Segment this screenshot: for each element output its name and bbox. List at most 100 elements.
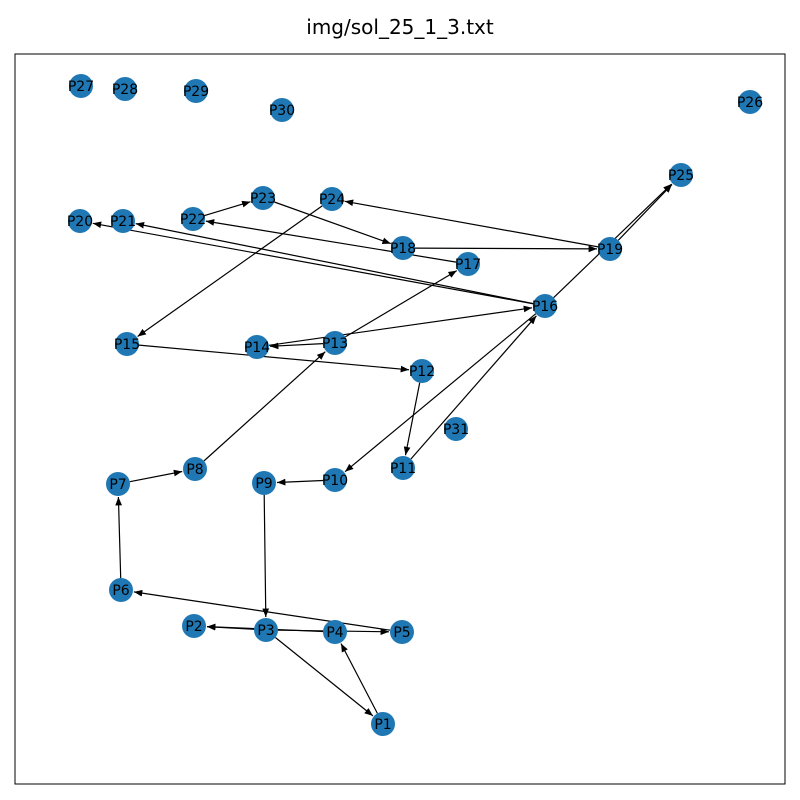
node-circle	[113, 77, 137, 101]
node-p23: P23	[250, 186, 276, 210]
node-circle	[182, 614, 206, 638]
node-circle	[410, 359, 434, 383]
edge-p9-p3	[262, 494, 270, 618]
node-circle	[270, 98, 294, 122]
node-label: P27	[68, 79, 94, 95]
node-p29: P29	[183, 79, 209, 103]
node-p27: P27	[68, 74, 94, 98]
edge-p14-p16	[268, 305, 533, 346]
node-label: P7	[109, 477, 126, 493]
node-circle	[181, 207, 205, 231]
node-circle	[456, 252, 480, 276]
node-label: P19	[597, 242, 623, 258]
node-circle	[323, 331, 347, 355]
node-label: P5	[393, 625, 410, 641]
node-label: P29	[183, 84, 209, 100]
node-p26: P26	[737, 90, 763, 114]
node-label: P3	[257, 623, 274, 639]
node-label: P31	[443, 422, 469, 438]
node-label: P28	[112, 82, 138, 98]
node-circle	[323, 468, 347, 492]
node-p9: P9	[252, 471, 276, 495]
node-p21: P21	[110, 209, 136, 233]
node-p5: P5	[390, 620, 414, 644]
node-p12: P12	[409, 359, 435, 383]
node-circle	[738, 90, 762, 114]
plot-frame	[14, 53, 786, 785]
node-circle	[320, 187, 344, 211]
node-p8: P8	[183, 457, 207, 481]
node-p13: P13	[322, 331, 348, 355]
node-p18: P18	[390, 236, 416, 260]
node-p3: P3	[254, 618, 278, 642]
node-p1: P1	[371, 712, 395, 736]
node-circle	[252, 471, 276, 495]
node-p25: P25	[668, 163, 694, 187]
node-p10: P10	[322, 468, 348, 492]
node-p2: P2	[182, 614, 206, 638]
node-circle	[106, 472, 130, 496]
node-p22: P22	[180, 207, 206, 231]
edge-p19-p25	[617, 183, 673, 241]
node-label: P8	[186, 462, 203, 478]
node-label: P12	[409, 364, 435, 380]
node-label: P17	[455, 257, 481, 273]
node-p17: P17	[455, 252, 481, 276]
edge-p16-p21	[135, 221, 534, 305]
node-circle	[254, 618, 278, 642]
node-label: P20	[67, 214, 93, 230]
figure-title: img/sol_25_1_3.txt	[306, 15, 494, 39]
node-label: P13	[322, 336, 348, 352]
node-circle	[669, 163, 693, 187]
node-circle	[184, 79, 208, 103]
edge-p10-p9	[276, 478, 324, 486]
edge-p22-p23	[204, 200, 251, 217]
node-circle	[68, 209, 92, 233]
node-label: P9	[255, 476, 272, 492]
node-p16: P16	[532, 294, 558, 318]
node-circle	[245, 335, 269, 359]
node-circle	[109, 578, 133, 602]
node-label: P11	[390, 461, 416, 477]
node-circle	[598, 237, 622, 261]
node-p30: P30	[269, 98, 295, 122]
node-circle	[69, 74, 93, 98]
node-p15: P15	[114, 332, 140, 356]
edge-p6-p7	[115, 496, 122, 579]
nodes-layer: P1 P2 P3 P4 P5 P6 P7 P8 P9 P10 P11 P12 P13 P14 P15 P16 P…	[67, 74, 763, 736]
edge-p5-p6	[133, 589, 391, 631]
edge-p3-p1	[275, 637, 374, 717]
edge-p18-p19	[414, 245, 598, 253]
edge-p24-p15	[137, 205, 323, 337]
edge-p16-p10	[344, 313, 537, 473]
edge-p15-p12	[138, 344, 410, 373]
node-label: P2	[185, 619, 202, 635]
node-circle	[323, 620, 347, 644]
edge-p23-p18	[274, 201, 392, 245]
node-p20: P20	[67, 209, 93, 233]
node-label: P16	[532, 299, 558, 315]
node-label: P1	[374, 717, 391, 733]
node-circle	[533, 294, 557, 318]
edges-layer	[92, 183, 673, 717]
node-label: P6	[112, 583, 129, 599]
node-label: P22	[180, 212, 206, 228]
edge-p8-p13	[203, 351, 326, 462]
node-p28: P28	[112, 77, 138, 101]
node-circle	[391, 236, 415, 260]
edge-p17-p22	[205, 219, 457, 263]
node-circle	[183, 457, 207, 481]
node-label: P10	[322, 473, 348, 489]
node-p24: P24	[319, 187, 345, 211]
node-label: P14	[244, 340, 270, 356]
node-label: P4	[326, 625, 343, 641]
node-circle	[111, 209, 135, 233]
node-p4: P4	[323, 620, 347, 644]
node-label: P30	[269, 103, 295, 119]
node-label: P23	[250, 191, 276, 207]
node-p6: P6	[109, 578, 133, 602]
node-circle	[371, 712, 395, 736]
edge-p16-p20	[92, 221, 534, 305]
node-label: P25	[668, 168, 694, 184]
node-label: P26	[737, 95, 763, 111]
